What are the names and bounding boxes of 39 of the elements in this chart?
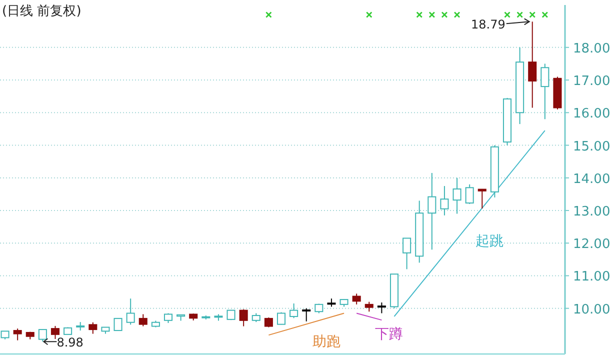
- y-tick-label: 15.00: [573, 139, 610, 154]
- series-label: 下蹲: [375, 326, 404, 343]
- candlestick: [364, 301, 374, 312]
- y-tick-label: 12.00: [573, 237, 610, 252]
- candlestick: [290, 302, 298, 319]
- candlestick: [88, 322, 98, 334]
- candlestick: [276, 312, 286, 326]
- candlestick: [114, 318, 122, 332]
- candlestick: [452, 177, 462, 214]
- y-tick-label: 10.00: [573, 302, 610, 318]
- candlestick: [239, 308, 248, 327]
- candlestick: [352, 293, 361, 305]
- candlestick: [540, 63, 550, 120]
- y-tick-label: 11.00: [573, 270, 610, 285]
- candlestick: [402, 238, 412, 270]
- y-tick-label: 18.00: [573, 41, 610, 56]
- annotation: 8.98: [56, 336, 84, 350]
- candlestick: [428, 172, 436, 250]
- candlestick: [13, 328, 22, 341]
- candlestick: [50, 325, 60, 340]
- candlestick: [302, 308, 311, 322]
- candlestick: [478, 188, 486, 210]
- y-tick-label: 14.00: [573, 172, 610, 187]
- candlestick: [440, 186, 449, 216]
- candlestick: [528, 21, 537, 108]
- candlestick: [377, 302, 386, 314]
- annotation: 18.79: [470, 18, 506, 32]
- candlestick: [38, 328, 47, 342]
- series-label: 起跳: [476, 234, 504, 250]
- chart-title: (日线 前复权): [2, 4, 82, 19]
- y-tick-label: 16.00: [573, 106, 610, 122]
- candlestick: [126, 298, 135, 326]
- series-label: 助跑: [312, 334, 340, 350]
- candlestick: [465, 184, 474, 204]
- candlestick: [138, 314, 148, 327]
- candlestick: [164, 312, 173, 324]
- y-tick-label: 17.00: [573, 74, 610, 90]
- candlestick: [264, 316, 273, 328]
- y-tick-label: 13.00: [573, 204, 610, 220]
